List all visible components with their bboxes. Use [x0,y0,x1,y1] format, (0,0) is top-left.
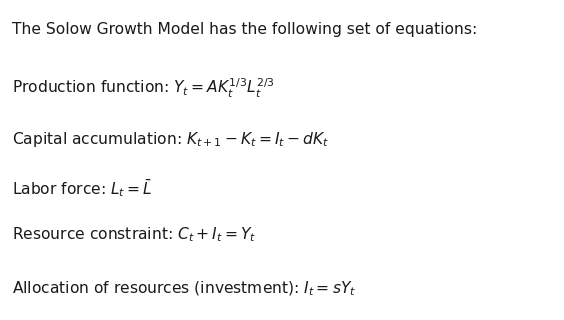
Text: Capital accumulation: $K_{t+1} - K_t = I_t - dK_t$: Capital accumulation: $K_{t+1} - K_t = I… [12,130,329,148]
Text: Production function: $Y_t = AK_t^{1/3}L_t^{2/3}$: Production function: $Y_t = AK_t^{1/3}L_… [12,77,275,100]
Text: Allocation of resources (investment): $I_t = sY_t$: Allocation of resources (investment): $I… [12,280,356,298]
Text: The Solow Growth Model has the following set of equations:: The Solow Growth Model has the following… [12,22,478,37]
Text: Resource constraint: $C_t + I_t = Y_t$: Resource constraint: $C_t + I_t = Y_t$ [12,226,257,244]
Text: Labor force: $L_t =  \bar{L}$: Labor force: $L_t = \bar{L}$ [12,178,153,199]
